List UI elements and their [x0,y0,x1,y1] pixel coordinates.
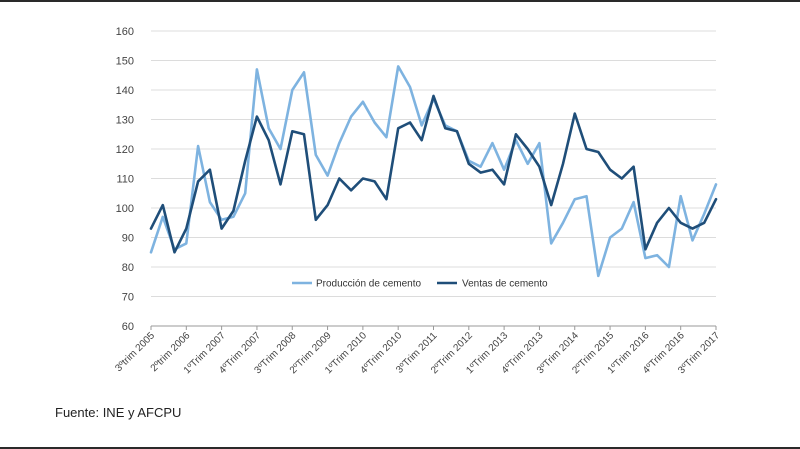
x-axis [150,325,717,330]
top-border [0,0,800,2]
y-tick-label: 130 [116,115,134,127]
legend-label: Producción de cemento [316,279,422,290]
y-axis: 60 70 80 90 100 110 120 130 140 150 160 [116,26,134,333]
y-tick-label: 140 [116,85,134,97]
series-line-ventas [149,94,718,254]
y-tick-label: 90 [122,233,134,245]
y-tick-label: 100 [116,203,134,215]
gridlines [151,30,716,327]
y-tick-label: 60 [122,321,134,333]
y-tick-label: 150 [116,56,134,68]
y-tick-label: 120 [116,144,134,156]
y-tick-label: 160 [116,26,134,38]
legend-label: Ventas de cemento [462,279,548,290]
y-tick-label: 110 [116,174,134,186]
series-lines [149,65,718,278]
legend: Producción de cemento Ventas de cemento [292,279,548,290]
source-note: Fuente: INE y AFCPU [55,405,182,420]
bottom-border [0,447,800,449]
y-tick-label: 80 [122,262,134,274]
y-tick-label: 70 [122,292,134,304]
